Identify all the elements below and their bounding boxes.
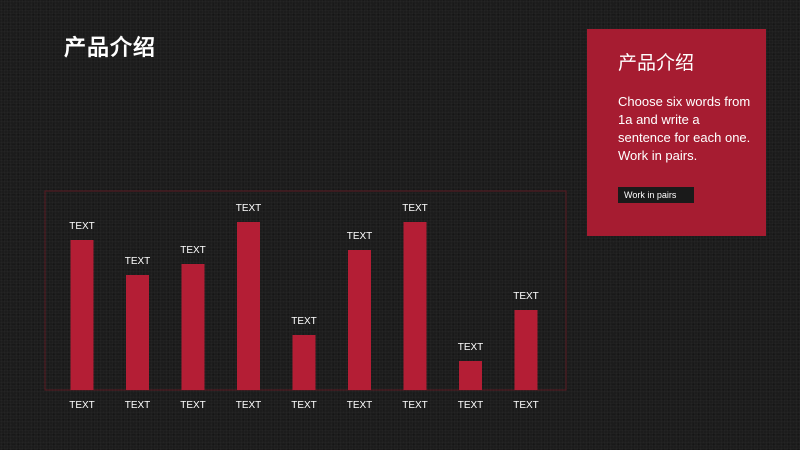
work-in-pairs-button[interactable]: Work in pairs (618, 187, 694, 203)
category-label-1: TEXT (69, 400, 95, 411)
category-label-4: TEXT (236, 400, 262, 411)
bar-value-label-7: TEXT (402, 203, 428, 214)
category-labels-group: TEXT TEXT TEXT TEXT TEXT TEXT TEXT TEXT TEXT (69, 400, 539, 411)
category-label-3: TEXT (180, 400, 206, 411)
bar-chart-svg: TEXT TEXT TEXT TEXT TEXT TEXT TEXT TEXT TEXT TEX… (44, 190, 567, 411)
bar-3 (181, 264, 205, 390)
bar-5 (292, 335, 316, 390)
bar-value-label-3: TEXT (180, 245, 206, 256)
bar-value-label-2: TEXT (125, 256, 151, 267)
bar-6 (348, 250, 371, 390)
category-label-8: TEXT (458, 400, 484, 411)
category-label-2: TEXT (125, 400, 151, 411)
category-label-9: TEXT (513, 400, 539, 411)
category-label-5: TEXT (291, 400, 317, 411)
category-label-7: TEXT (402, 400, 428, 411)
bar-value-label-1: TEXT (69, 221, 95, 232)
bar-2 (126, 275, 149, 390)
bar-9 (514, 310, 538, 390)
bar-7 (403, 222, 427, 390)
card-title: 产品介绍 (618, 52, 695, 74)
bar-value-label-5: TEXT (291, 316, 317, 327)
bar-4 (237, 222, 260, 390)
bar-value-label-9: TEXT (513, 291, 539, 302)
bar-value-label-6: TEXT (347, 231, 373, 242)
bar-value-label-4: TEXT (236, 203, 262, 214)
page-title: 产品介绍 (64, 36, 157, 61)
value-labels-group: TEXT TEXT TEXT TEXT TEXT TEXT TEXT TEXT TEXT (69, 203, 539, 353)
bars-group (70, 222, 538, 390)
info-card: 产品介绍 Choose six words from 1a and write … (587, 29, 766, 236)
bar-value-label-8: TEXT (458, 342, 484, 353)
bar-1 (70, 240, 94, 390)
card-body-text: Choose six words from 1a and write a sen… (618, 94, 751, 163)
bar-chart: TEXT TEXT TEXT TEXT TEXT TEXT TEXT TEXT TEXT TEX… (40, 190, 570, 420)
category-label-6: TEXT (347, 400, 373, 411)
bar-8 (459, 361, 482, 390)
